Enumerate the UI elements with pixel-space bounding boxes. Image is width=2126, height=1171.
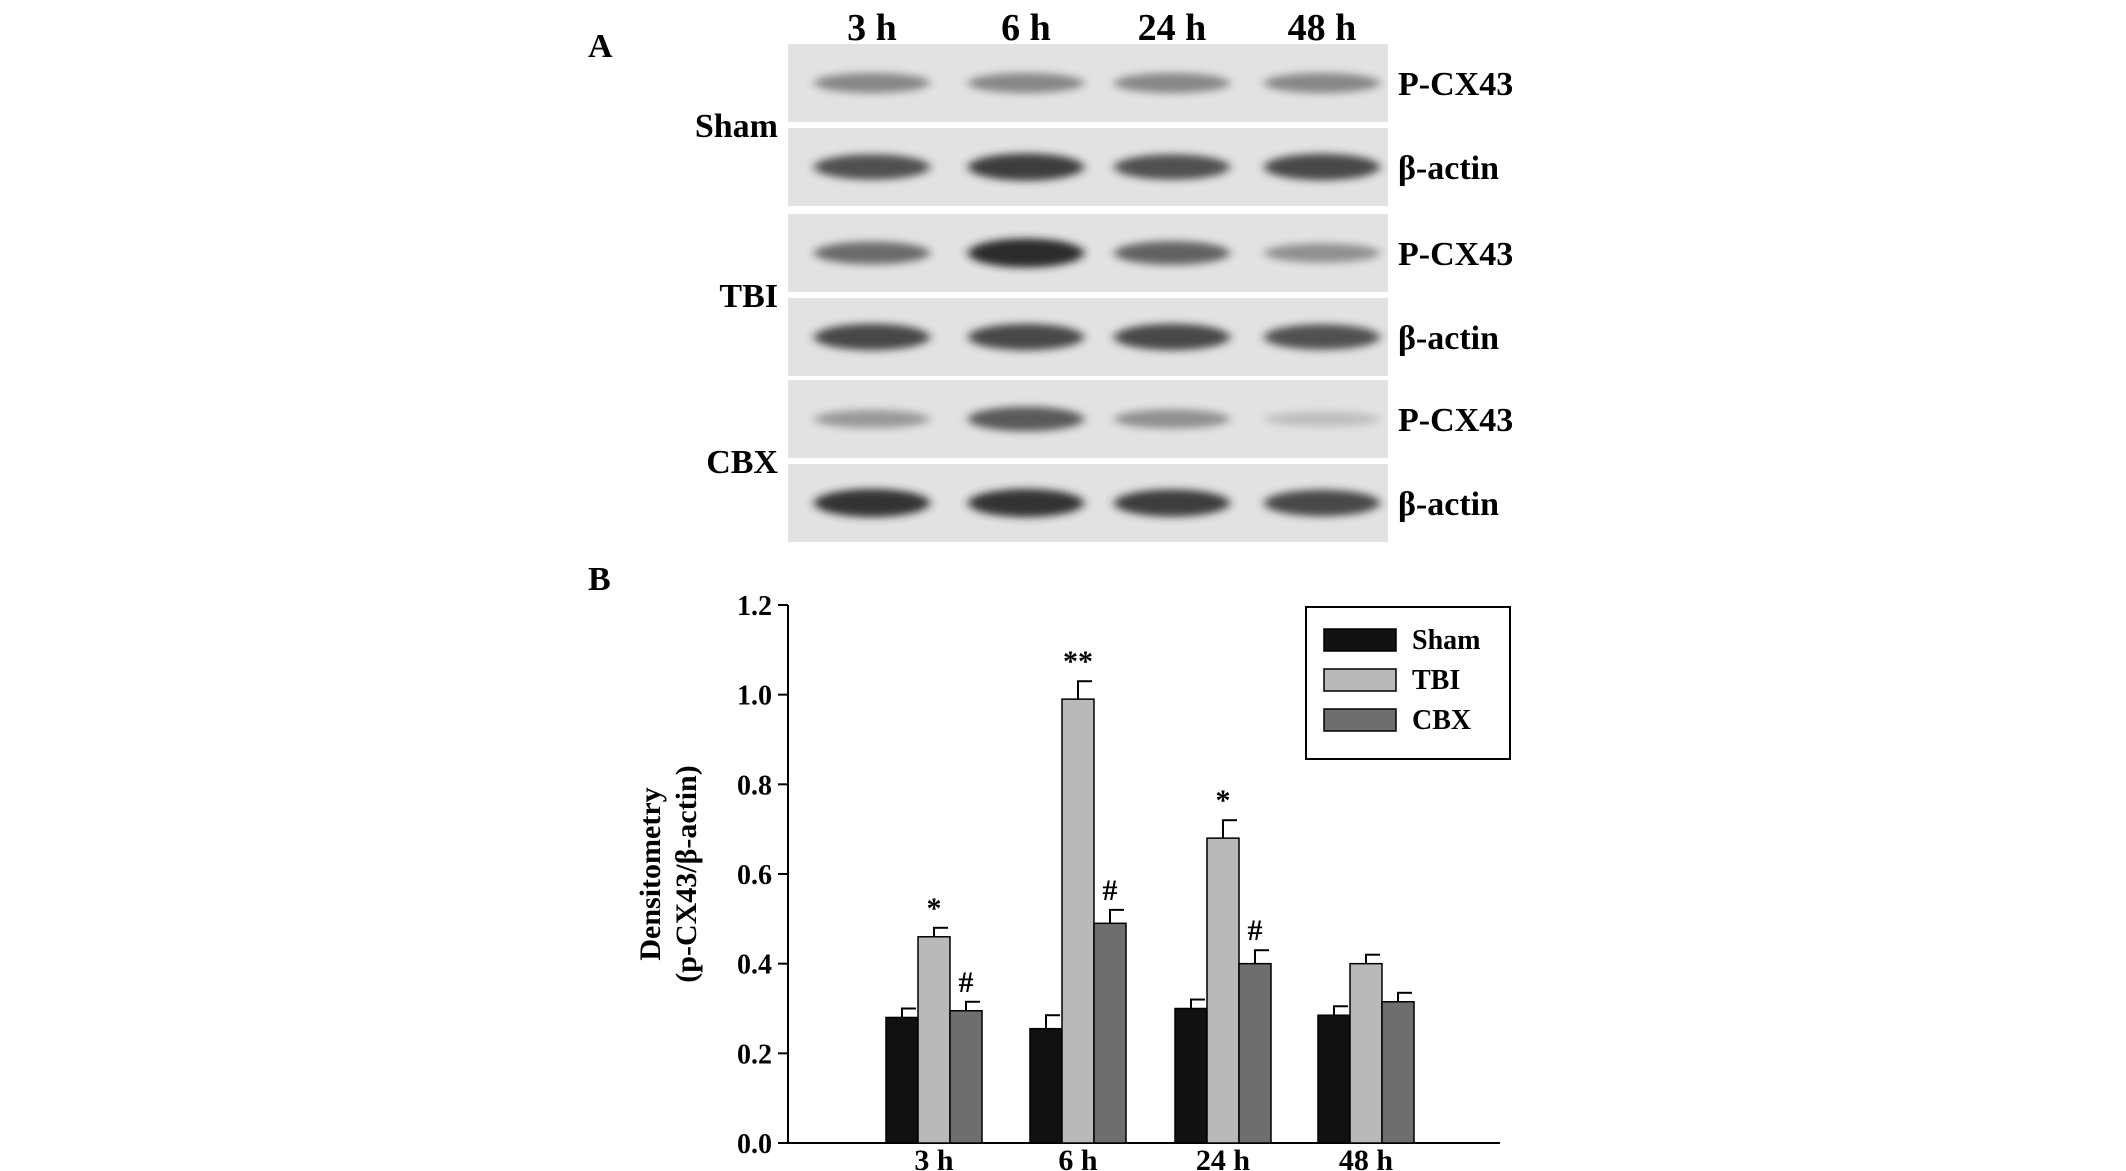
y-tick-label: 1.2 [737,591,772,622]
y-axis-label-line: (p-CX43/β-actin) [670,765,703,982]
blot-strip [788,44,1388,122]
y-axis-label-line: Densitometry [634,787,667,960]
bar [949,1009,983,1144]
protein-band [1264,489,1380,517]
y-tick-label: 0.0 [737,1129,772,1160]
blot-row-label: β-actin [1398,150,1499,187]
protein-band [1114,72,1230,94]
bar [1349,962,1383,1144]
significance-marker: # [1248,914,1263,947]
significance-marker: # [1103,874,1118,907]
y-tick-label: 0.8 [737,770,772,801]
protein-band [1114,241,1230,265]
protein-band [1114,489,1230,517]
protein-band [1114,154,1230,180]
x-tick-label: 3 h [914,1144,954,1171]
significance-marker: ** [1063,645,1093,678]
protein-band [1264,324,1380,350]
protein-band [814,409,930,429]
protein-band [968,72,1084,94]
panel-a-label: A [588,28,613,65]
protein-band [968,323,1084,351]
lane-header: 3 h [847,7,897,49]
protein-band [814,323,930,351]
blot-group-label: CBX [706,444,778,481]
legend-label: TBI [1412,665,1460,696]
legend-label: Sham [1412,625,1480,656]
significance-marker: # [959,966,974,999]
protein-band [968,488,1084,518]
y-tick-label: 0.6 [737,860,772,891]
protein-band [814,154,930,180]
protein-band [968,153,1084,181]
protein-band [1114,323,1230,351]
bar [1061,698,1095,1144]
blot-strip [788,464,1388,542]
significance-marker: * [927,892,942,925]
protein-band [1264,72,1380,94]
y-tick-label: 0.2 [737,1039,772,1070]
blot-row-label: P-CX43 [1398,402,1513,439]
blot-row-label: P-CX43 [1398,66,1513,103]
bar [1381,1001,1415,1144]
bar [917,936,951,1144]
protein-band [814,241,930,265]
legend: Sham TBI CBX [1305,606,1511,760]
bar [1206,837,1240,1144]
protein-band [1264,153,1380,181]
protein-band [968,406,1084,432]
significance-marker: * [1216,784,1231,817]
lane-header: 24 h [1138,7,1207,49]
protein-band [968,238,1084,268]
blot-group-label: Sham [695,108,778,145]
legend-swatch [1323,668,1397,692]
legend-swatch [1323,708,1397,732]
blot-strip [788,128,1388,206]
protein-band [814,488,930,518]
blot-group-label: TBI [719,278,778,315]
legend-swatch [1323,628,1397,652]
legend-label: CBX [1412,705,1471,736]
blot-row-label: β-actin [1398,320,1499,357]
protein-band [1264,243,1380,263]
bar [1093,922,1127,1144]
blot-row-label: β-actin [1398,486,1499,523]
y-axis-label: Densitometry (p-CX43/β-actin) [634,765,703,982]
bar [885,1016,919,1144]
panel-b: B 0.0 0.2 0.4 0.6 0.8 1.0 1.2 Densitometry (p-CX… [588,561,1511,1171]
x-tick-label: 6 h [1058,1144,1098,1171]
bar [1317,1014,1351,1144]
western-blot: 3 h 6 h 24 h 48 h Sham P-CX43 β-actin TBI P-CX43… [695,7,1513,542]
bar-chart: 0.0 0.2 0.4 0.6 0.8 1.0 1.2 Densitometry (p-CX43… [634,591,1511,1171]
protein-band [1114,409,1230,429]
panel-b-label: B [588,561,611,598]
protein-band [1264,411,1380,427]
y-tick-label: 0.4 [737,950,772,981]
bar [1029,1027,1063,1144]
lane-header: 48 h [1288,7,1357,49]
x-tick-label: 48 h [1339,1144,1394,1171]
panel-a: A 3 h 6 h 24 h 48 h Sham P-CX43 β-actin TBI P-CX… [588,7,1513,542]
protein-band [814,72,930,94]
lane-header: 6 h [1001,7,1051,49]
blot-strip [788,298,1388,376]
x-tick-label: 24 h [1196,1144,1251,1171]
blot-strip [788,214,1388,292]
bar [1174,1007,1208,1144]
blot-row-label: P-CX43 [1398,236,1513,273]
bar [1238,962,1272,1144]
y-tick-label: 1.0 [737,681,772,712]
blot-strip [788,380,1388,458]
